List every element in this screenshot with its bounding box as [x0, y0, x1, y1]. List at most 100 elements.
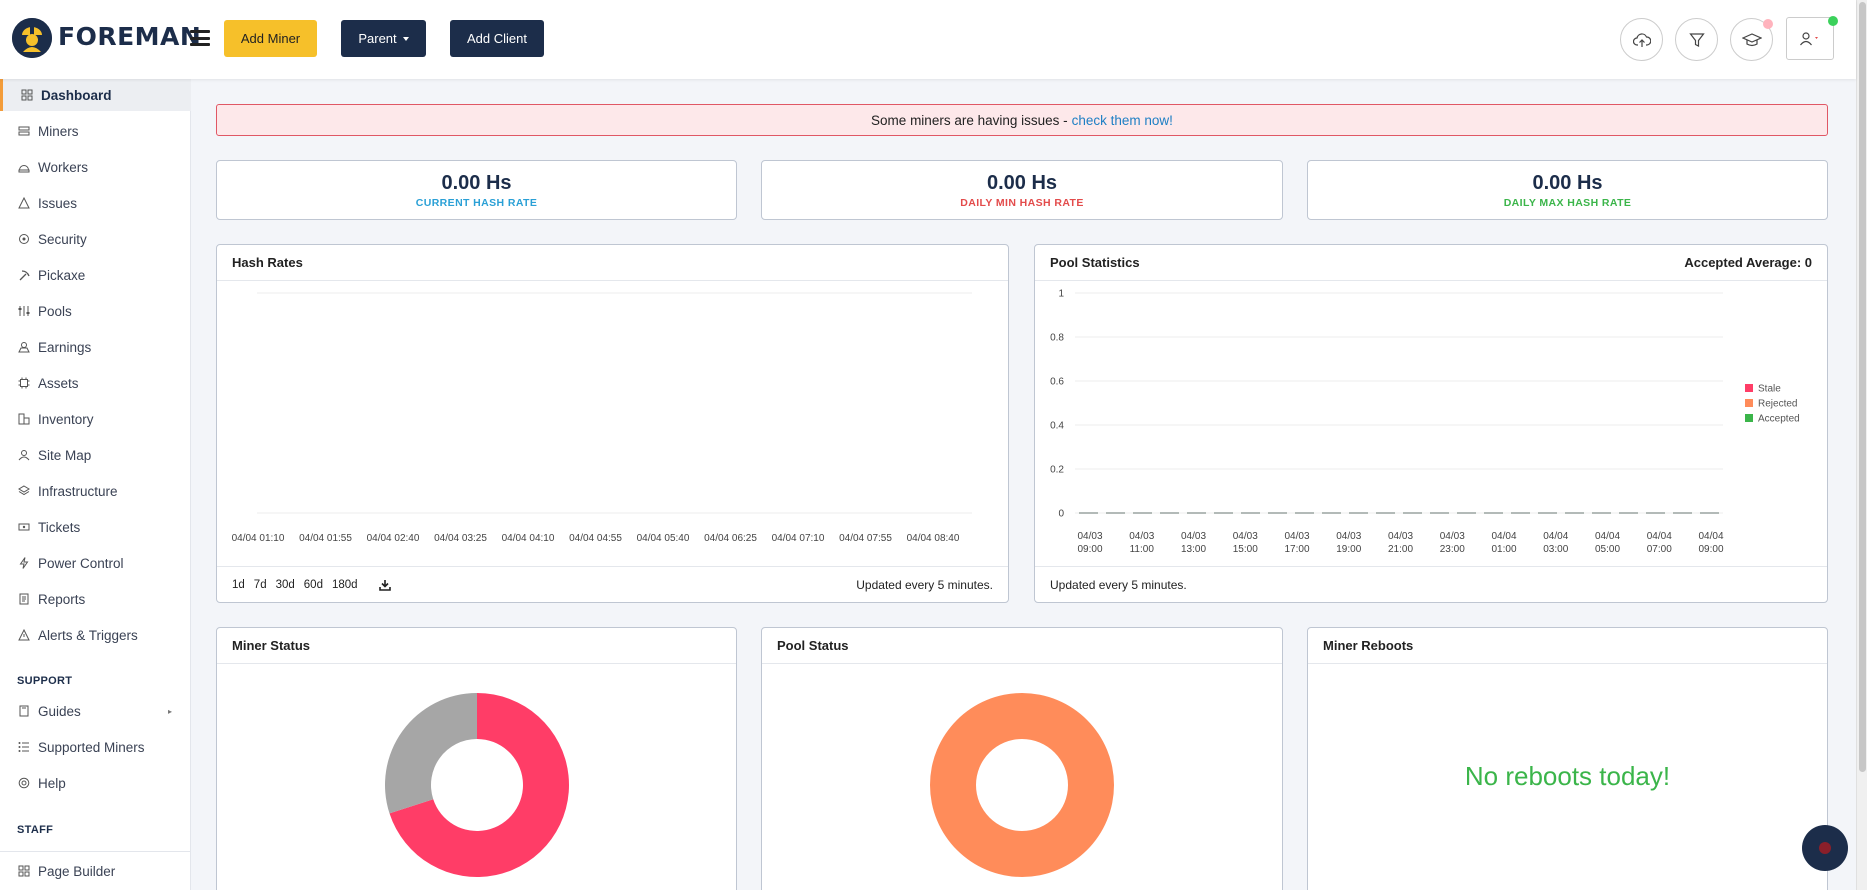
layers-icon [18, 485, 30, 497]
sidebar-item-issues[interactable]: Issues [0, 187, 191, 219]
download-icon[interactable] [378, 579, 391, 591]
pool-x-tick-time: 09:00 [1698, 544, 1723, 555]
sidebar-item-workers[interactable]: Workers [0, 151, 191, 183]
hash-rates-footer: 1d 7d 30d 60d 180d Updated every 5 minut… [217, 566, 1008, 602]
add-miner-label: Add Miner [240, 31, 301, 46]
donut-slice [389, 693, 569, 877]
pool-x-tick-time: 15:00 [1233, 544, 1258, 555]
miner-status-title: Miner Status [232, 638, 311, 653]
sidebar-item-alerts-triggers[interactable]: Alerts & Triggers [0, 619, 191, 651]
pool-statistics-footer: Updated every 5 minutes. [1035, 566, 1827, 602]
reports-icon [18, 593, 30, 605]
pickaxe-icon [18, 269, 30, 281]
sidebar-item-security[interactable]: Security [0, 223, 191, 255]
add-client-label: Add Client [467, 31, 527, 46]
pool-x-tick-time: 21:00 [1388, 544, 1413, 555]
add-miner-button[interactable]: Add Miner [224, 20, 317, 57]
legend-swatch [1745, 384, 1753, 392]
site-map-icon [18, 449, 30, 461]
hash-x-tick-label: 04/04 04:10 [502, 533, 555, 544]
chat-icon [1819, 842, 1831, 854]
user-menu-button[interactable] [1786, 17, 1834, 60]
parent-label: Parent [358, 31, 397, 46]
cloud-upload-button[interactable] [1620, 18, 1663, 61]
sidebar-item-label: Earnings [38, 339, 92, 355]
pool-y-tick-label: 0 [1058, 509, 1064, 520]
online-status-dot [1828, 16, 1838, 26]
parent-dropdown-button[interactable]: Parent [341, 20, 426, 57]
sidebar-item-earnings[interactable]: Earnings [0, 331, 191, 363]
sidebar-item-power-control[interactable]: Power Control [0, 547, 191, 579]
sidebar-item-help[interactable]: Help [0, 767, 191, 799]
pool-x-tick-date: 04/03 [1336, 531, 1361, 542]
grid-icon [18, 865, 30, 877]
sidebar-item-tickets[interactable]: Tickets [0, 511, 191, 543]
sidebar-item-label: Security [38, 231, 87, 247]
daily-max-hash-rate-value: 0.00 Hs [1532, 172, 1603, 194]
sidebar-item-inventory[interactable]: Inventory [0, 403, 191, 435]
sidebar-item-label: Pools [38, 303, 72, 319]
pool-y-tick-label: 0.2 [1050, 465, 1064, 476]
pool-y-tick-label: 0.4 [1050, 421, 1064, 432]
staff-section-label: STAFF [17, 824, 54, 836]
daily-min-hash-rate-card: 0.00 Hs DAILY MIN HASH RATE [761, 160, 1283, 220]
sidebar-item-reports[interactable]: Reports [0, 583, 191, 615]
hash-x-tick-label: 04/04 01:10 [232, 533, 285, 544]
sidebar-item-label: Page Builder [38, 863, 116, 879]
pool-status-title: Pool Status [777, 638, 849, 653]
hash-x-tick-label: 04/04 03:25 [434, 533, 487, 544]
sidebar-item-label: Supported Miners [38, 739, 145, 755]
scrollbar-thumb[interactable] [1859, 2, 1866, 772]
sidebar-item-page-builder[interactable]: Page Builder [0, 855, 191, 887]
filter-button[interactable] [1675, 18, 1718, 61]
pool-x-tick-time: 11:00 [1130, 544, 1155, 555]
brand-name: FOREMAN [58, 22, 202, 51]
foreman-logo-icon[interactable] [12, 18, 52, 58]
sidebar-item-label: Assets [38, 375, 79, 391]
sidebar-item-pools[interactable]: Pools [0, 295, 191, 327]
donut-slice [385, 693, 477, 814]
menu-toggle-icon[interactable] [190, 30, 210, 46]
filter-icon [1688, 32, 1705, 47]
hash-rates-chart: 04/04 01:10 04/04 01:55 04/04 02:40 04/04 0… [232, 292, 972, 544]
pool-x-tick-date: 04/03 [1129, 531, 1154, 542]
add-client-button[interactable]: Add Client [450, 20, 544, 57]
check-issues-link[interactable]: check them now! [1071, 112, 1173, 128]
range-30d-button[interactable]: 30d [275, 578, 295, 591]
sidebar-item-assets[interactable]: Assets [0, 367, 191, 399]
sidebar-item-label: Miners [38, 123, 79, 139]
pool-y-tick-label: 0.8 [1050, 333, 1064, 344]
sidebar-item-miners[interactable]: Miners [0, 115, 191, 147]
pool-x-tick-time: 23:00 [1440, 544, 1465, 555]
pool-status-card: Pool Status [761, 627, 1283, 890]
page-scrollbar[interactable] [1856, 0, 1867, 890]
pools-icon [18, 305, 30, 317]
range-60d-button[interactable]: 60d [303, 578, 323, 591]
pool-y-tick-label: 0.6 [1050, 377, 1064, 388]
sidebar-item-site-map[interactable]: Site Map [0, 439, 191, 471]
range-7d-button[interactable]: 7d [253, 578, 267, 591]
sidebar-item-label: Reports [38, 591, 86, 607]
warning-icon [18, 197, 30, 209]
miners-icon [18, 125, 30, 137]
pool-statistics-updated-text: Updated every 5 minutes. [1050, 577, 1187, 592]
user-icon [1800, 31, 1818, 45]
sidebar-item-label: Tickets [38, 519, 81, 535]
sidebar-item-supported-miners[interactable]: Supported Miners [0, 731, 191, 763]
sidebar-item-dashboard[interactable]: Dashboard [0, 79, 191, 111]
donut-slice [930, 693, 1114, 877]
range-180d-button[interactable]: 180d [331, 578, 358, 591]
sidebar-item-pickaxe[interactable]: Pickaxe [0, 259, 191, 291]
sidebar-item-infrastructure[interactable]: Infrastructure [0, 475, 191, 507]
sidebar-item-label: Guides [38, 703, 81, 719]
legend-label: Stale [1758, 384, 1781, 395]
hash-x-tick-label: 04/04 04:55 [569, 533, 622, 544]
chat-widget-button[interactable] [1802, 825, 1848, 871]
hash-rates-card: Hash Rates 04/04 01:10 04/04 01:55 04/04 0… [216, 244, 1009, 603]
range-1d-button[interactable]: 1d [232, 578, 245, 591]
miner-status-card: Miner Status [216, 627, 737, 890]
sidebar-item-guides[interactable]: Guides ▸ [0, 695, 191, 727]
pool-x-tick-date: 04/04 [1491, 531, 1516, 542]
pool-x-tick-date: 04/04 [1543, 531, 1568, 542]
hash-x-tick-label: 04/04 02:40 [367, 533, 420, 544]
